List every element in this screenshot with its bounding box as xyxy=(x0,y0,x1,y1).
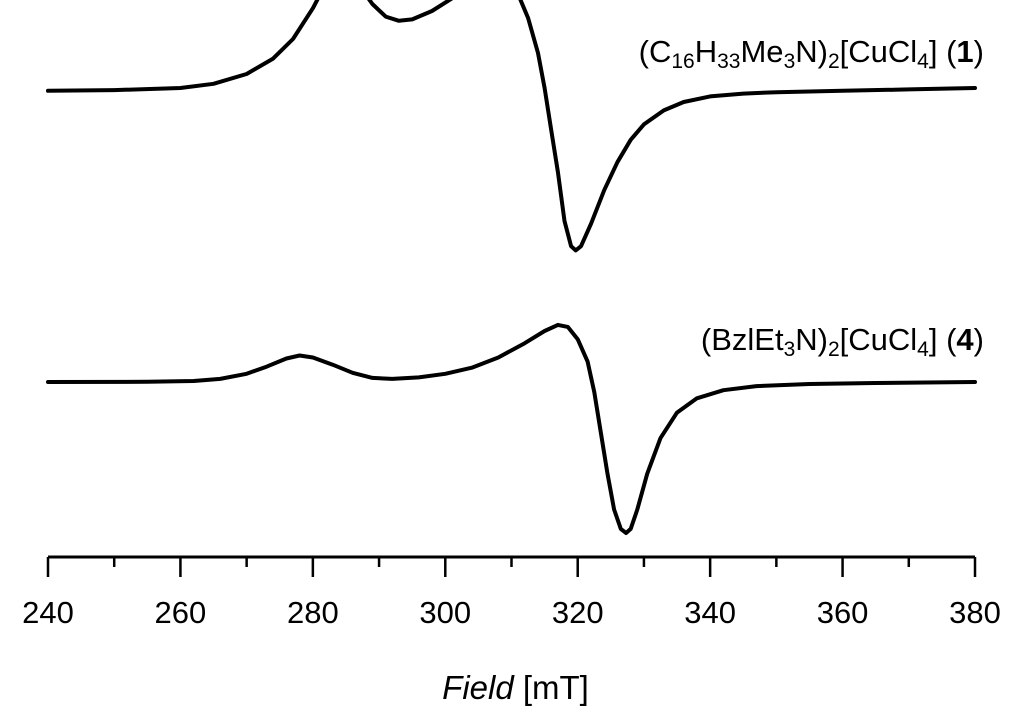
x-tick-label: 320 xyxy=(552,595,604,630)
series-label-1-part-4: Me xyxy=(740,34,783,69)
series-label-2-part-6: ] ( xyxy=(929,322,957,357)
x-axis-title-italic: Field xyxy=(442,669,515,706)
spectrum-line-1 xyxy=(46,0,977,253)
series-label-1-part-9: 4 xyxy=(917,50,929,73)
series-label-2-part-7: 4 xyxy=(956,322,974,357)
series-label-2-part-0: (BzlEt xyxy=(701,322,784,357)
series-label-1-part-12: ) xyxy=(974,34,984,69)
x-tick-label: 300 xyxy=(419,595,471,630)
series-label-1-part-1: 16 xyxy=(671,50,694,73)
series-label-2-part-4: [CuCl xyxy=(840,322,918,357)
series-label-1-part-0: (C xyxy=(639,34,672,69)
spectrum-line-2 xyxy=(46,322,977,535)
x-tick-label: 240 xyxy=(22,595,74,630)
x-tick-label: 340 xyxy=(684,595,736,630)
plot-area: (C16H33Me3N)2[CuCl4] (1)(BzlEt3N)2[CuCl4… xyxy=(46,0,984,535)
series-label-1-part-11: 1 xyxy=(956,34,973,69)
series-label-1-part-10: ] ( xyxy=(929,34,957,69)
series-label-2-part-2: N) xyxy=(795,322,828,357)
series-label-2-part-3: 2 xyxy=(828,338,840,361)
series-label-2: (BzlEt3N)2[CuCl4] (4) xyxy=(701,322,984,361)
x-tick-label: 280 xyxy=(287,595,339,630)
series-label-1-part-2: H xyxy=(695,34,717,69)
series-label-1-part-5: 3 xyxy=(784,50,796,73)
x-tick-label: 260 xyxy=(155,595,207,630)
series-label-2-part-8: ) xyxy=(974,322,984,357)
x-tick-label: 360 xyxy=(817,595,869,630)
series-label-2-part-1: 3 xyxy=(784,338,796,361)
series-label-1-part-7: 2 xyxy=(828,50,840,73)
series-label-1: (C16H33Me3N)2[CuCl4] (1) xyxy=(639,34,984,73)
x-tick-label: 380 xyxy=(949,595,1001,630)
series-label-1-part-8: [CuCl xyxy=(840,34,918,69)
x-axis: 240 260 280 300 320 340 360 380 xyxy=(22,555,1001,630)
x-axis-title-unit: [mT] xyxy=(514,669,589,706)
series-label-2-part-5: 4 xyxy=(917,338,929,361)
series-label-1-part-6: N) xyxy=(795,34,828,69)
series-label-1-part-3: 33 xyxy=(717,50,740,73)
x-axis-title: Field [mT] xyxy=(442,669,589,706)
